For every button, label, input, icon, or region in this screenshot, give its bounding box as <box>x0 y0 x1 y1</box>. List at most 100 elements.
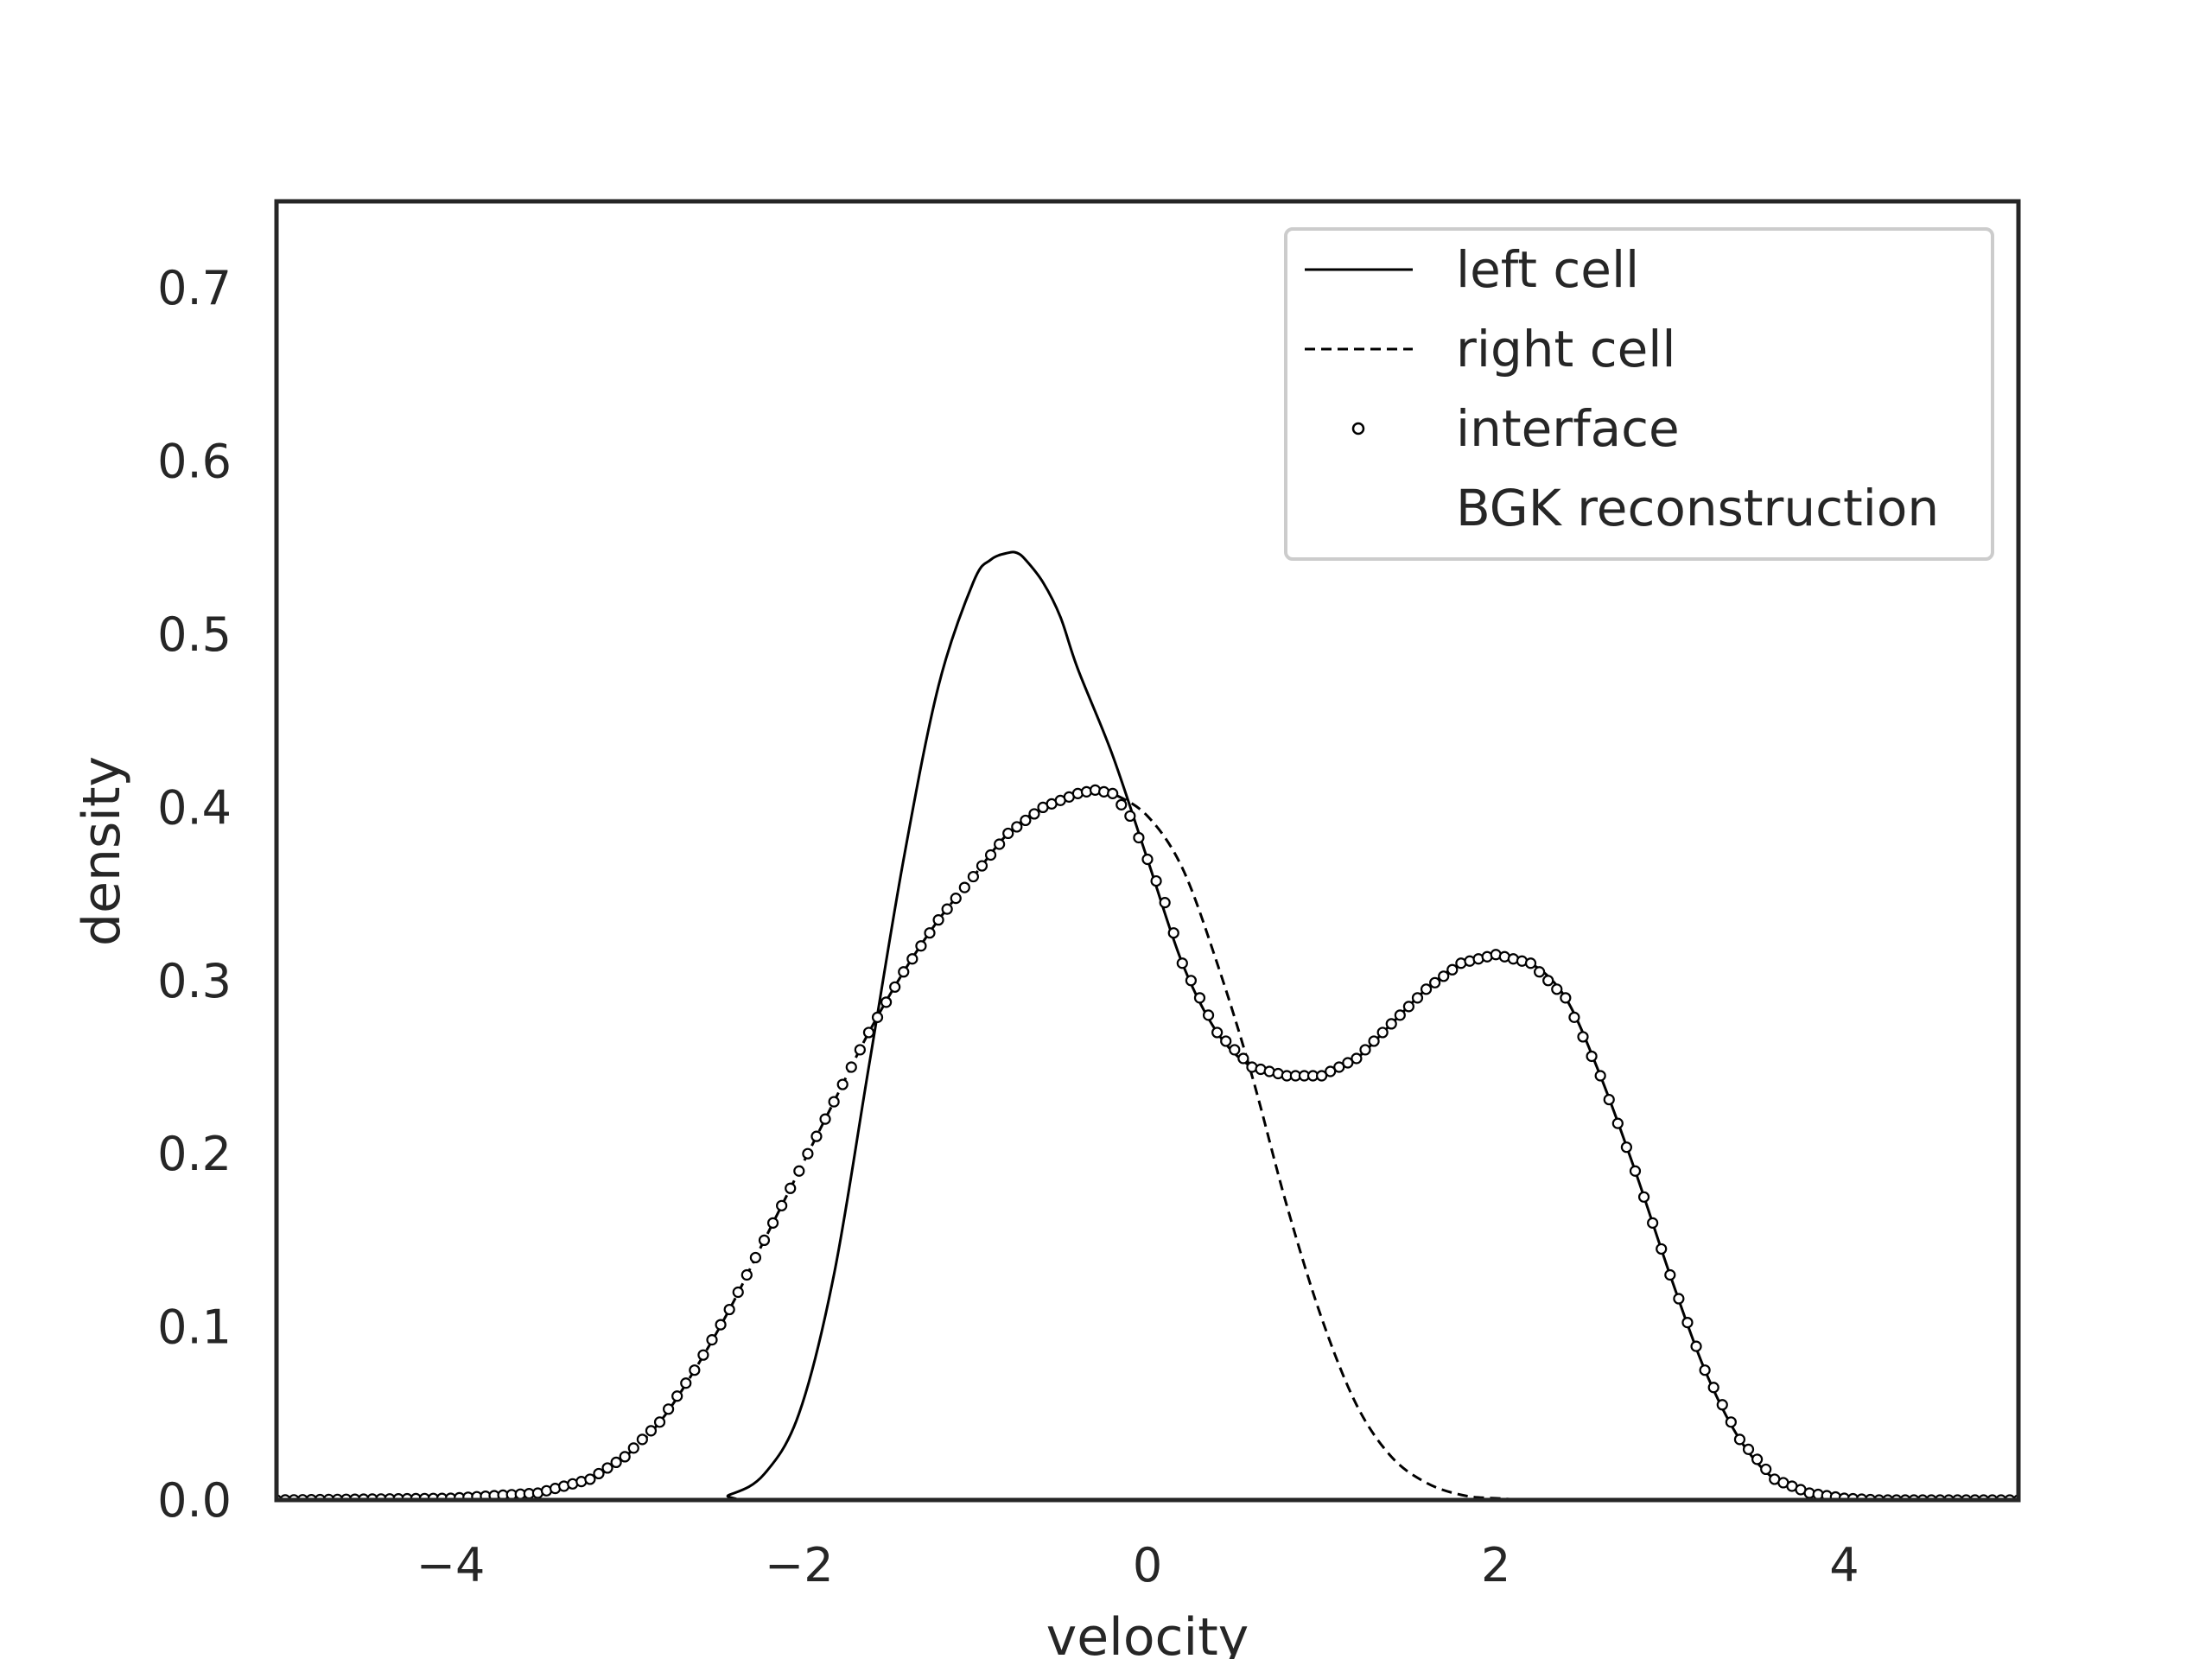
interface-point <box>776 1199 788 1211</box>
interface-point <box>1411 992 1424 1004</box>
interface-point <box>1716 1399 1728 1411</box>
interface-point <box>976 860 988 872</box>
interface-point <box>636 1433 648 1446</box>
interface-point <box>601 1462 613 1474</box>
interface-point <box>1725 1416 1737 1428</box>
interface-point <box>749 1251 762 1264</box>
interface-point <box>1656 1243 1668 1255</box>
y-tick-label: 0.4 <box>157 780 232 835</box>
interface-point <box>610 1456 622 1469</box>
x-axis-label: velocity <box>1046 1607 1249 1659</box>
interface-point <box>1402 1001 1415 1013</box>
interface-point <box>1237 1052 1249 1065</box>
legend-box <box>1284 227 1994 561</box>
interface-point <box>1542 975 1554 987</box>
legend-label-right-cell: right cell <box>1456 320 1676 378</box>
y-tick-label: 0.1 <box>157 1300 232 1355</box>
interface-point <box>1193 992 1206 1004</box>
interface-point <box>593 1467 605 1480</box>
interface-point <box>1167 927 1179 939</box>
interface-point <box>1629 1165 1642 1177</box>
interface-point <box>689 1364 701 1376</box>
interface-point <box>1141 853 1154 866</box>
interface-point <box>845 1061 857 1073</box>
interface-point <box>1202 1009 1215 1021</box>
interface-point <box>584 1473 596 1485</box>
interface-point <box>1733 1433 1746 1446</box>
x-tick-label: −2 <box>765 1538 834 1592</box>
y-tick-label: 0.0 <box>157 1473 232 1528</box>
interface-point <box>1333 1061 1345 1073</box>
interface-point <box>1760 1463 1772 1476</box>
interface-point <box>706 1334 718 1346</box>
interface-point <box>1533 966 1546 978</box>
legend-label-bgk-reconstruction: BGK reconstruction <box>1456 479 1939 537</box>
interface-point <box>967 870 980 883</box>
interface-point <box>836 1078 849 1090</box>
interface-point <box>1673 1293 1685 1305</box>
interface-point <box>1368 1035 1380 1047</box>
interface-point <box>1568 1011 1580 1023</box>
y-axis-label: density <box>72 756 132 946</box>
interface-point <box>1150 874 1162 887</box>
interface-point <box>1664 1268 1676 1281</box>
interface-point <box>984 849 997 861</box>
interface-point <box>915 940 927 952</box>
interface-point <box>1611 1117 1624 1129</box>
y-tick-label: 0.6 <box>157 435 232 489</box>
interface-point <box>1699 1364 1711 1376</box>
interface-point <box>1315 1070 1328 1082</box>
interface-point <box>994 838 1006 850</box>
x-tick-label: 2 <box>1481 1538 1510 1592</box>
interface-point <box>1681 1316 1694 1329</box>
interface-point <box>793 1165 805 1177</box>
interface-point <box>1690 1340 1702 1352</box>
interface-point <box>697 1349 709 1361</box>
interface-point <box>766 1217 779 1229</box>
interface-point <box>1159 897 1171 909</box>
interface-point <box>1637 1191 1650 1203</box>
legend: left cell right cell interface BGK recon… <box>1284 227 1994 561</box>
interface-point <box>1594 1070 1606 1082</box>
interface-point <box>1742 1443 1755 1455</box>
interface-point <box>924 927 936 939</box>
series-layer <box>276 550 2018 1500</box>
interface-point <box>862 1027 875 1039</box>
x-tick-label: −4 <box>416 1538 486 1592</box>
interface-point <box>950 893 962 905</box>
interface-point <box>1133 831 1145 844</box>
interface-point <box>1028 808 1040 820</box>
interface-point <box>1020 814 1032 827</box>
interface-point <box>785 1182 797 1194</box>
interface-point <box>958 881 970 893</box>
interface-point <box>1011 821 1023 833</box>
interface-point <box>1586 1050 1598 1063</box>
legend-label-left-cell: left cell <box>1456 240 1639 299</box>
legend-label-interface: interface <box>1456 399 1680 458</box>
interface-point <box>1560 992 1572 1004</box>
interface-point <box>715 1319 727 1331</box>
interface-point <box>1325 1065 1337 1077</box>
interface-point <box>758 1234 771 1247</box>
interface-point <box>1385 1018 1397 1030</box>
interface-point <box>854 1044 866 1056</box>
interface-point <box>1376 1027 1389 1039</box>
interface-point <box>680 1377 692 1389</box>
interface-point <box>645 1425 658 1437</box>
interface-point <box>1229 1044 1241 1056</box>
interface-point <box>1577 1031 1589 1043</box>
interface-point <box>1603 1093 1615 1106</box>
interface-point <box>828 1096 840 1108</box>
y-tick-label: 0.7 <box>157 261 232 315</box>
interface-point <box>732 1286 744 1299</box>
interface-point <box>802 1147 814 1160</box>
interface-point <box>723 1303 735 1316</box>
interface-point <box>1420 983 1433 995</box>
interface-point <box>932 914 944 926</box>
interface-point <box>653 1416 666 1428</box>
interface-point <box>906 953 918 965</box>
interface-point <box>1002 827 1014 840</box>
interface-point <box>671 1390 683 1402</box>
interface-point <box>1524 957 1537 969</box>
